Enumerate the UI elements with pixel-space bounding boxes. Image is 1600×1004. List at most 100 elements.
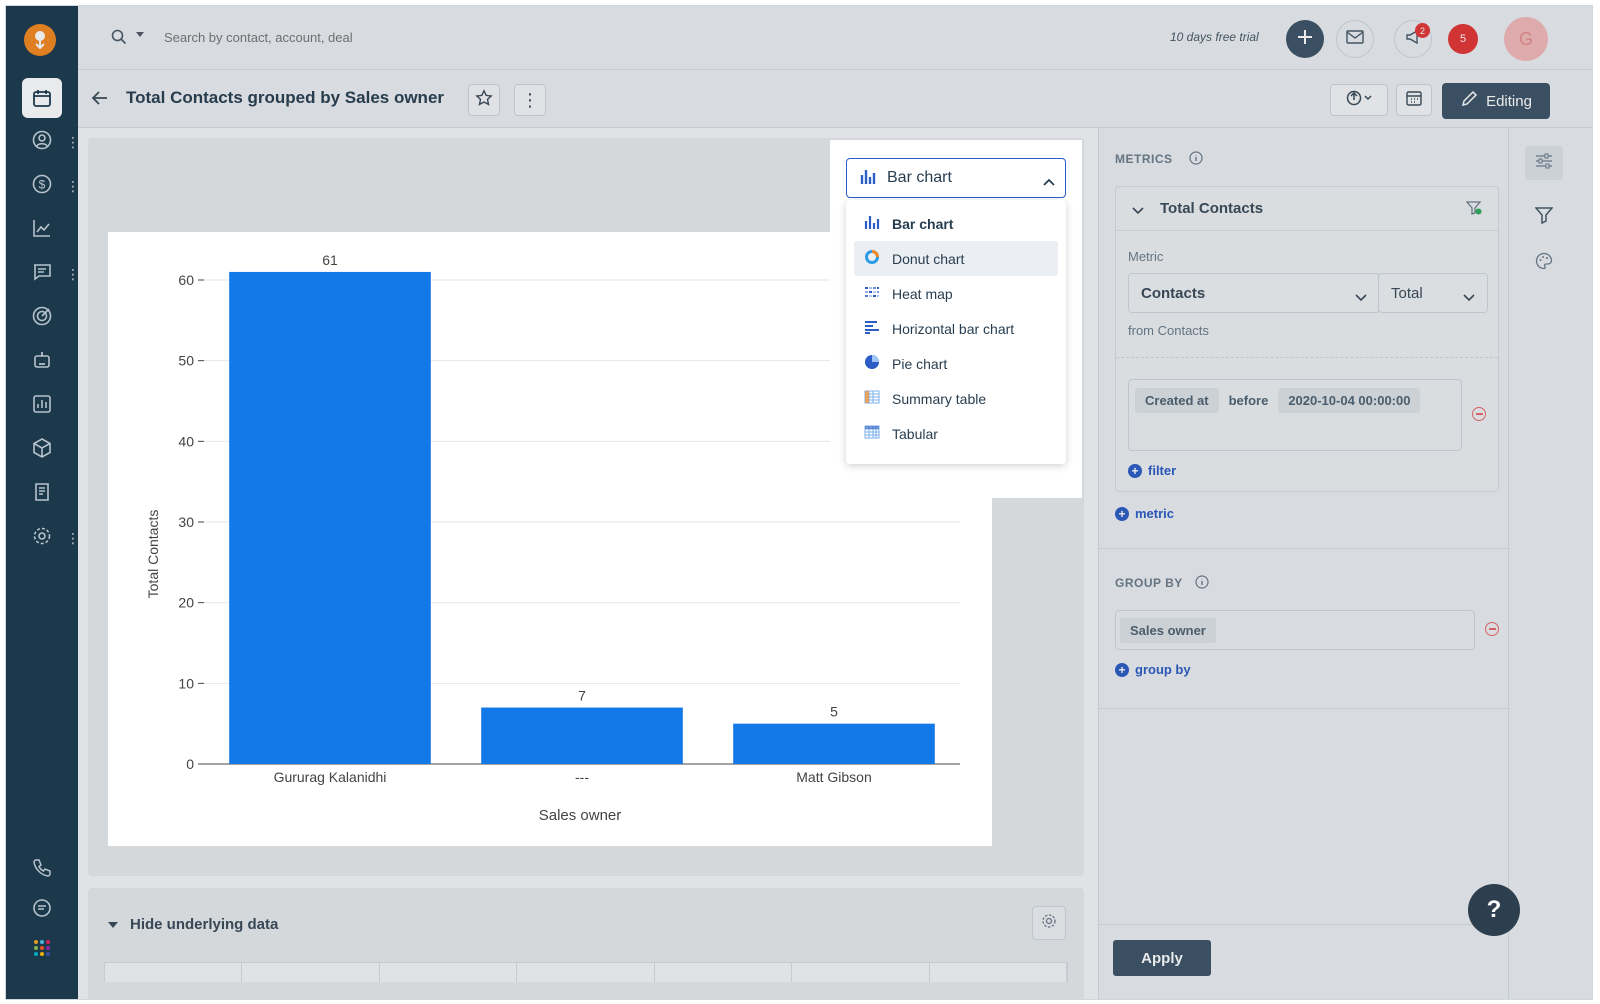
apps-grid-icon [32,938,52,963]
bar-data-label: 7 [578,688,586,704]
filter-applied-icon[interactable] [1465,200,1482,220]
export-icon [1345,89,1373,112]
chart-type-option-donut[interactable]: Donut chart [854,241,1058,276]
sidebar-item-deals[interactable]: $ ⋮ [6,166,80,206]
calendar-icon [22,78,62,118]
filter-condition[interactable]: Created at before 2020-10-04 00:00:00 [1128,379,1462,451]
remove-filter-icon[interactable] [1472,407,1486,421]
app-window: ⋮ $ ⋮ ⋮ ⋮ [5,5,1593,1000]
chevron-down-icon [1463,289,1475,306]
chart-type-menu: Bar chart Donut chart Heat map Horizonta… [846,200,1066,464]
bar [733,723,935,764]
option-label: Donut chart [892,250,965,267]
chart-type-option-pie[interactable]: Pie chart [854,346,1058,381]
trend-icon [31,217,53,244]
schedule-button[interactable] [1396,84,1432,116]
more-options-button[interactable]: ⋮ [514,84,546,116]
notifications-button[interactable]: 2 [1394,20,1432,58]
plus-icon: + [1115,506,1129,521]
style-tab[interactable] [1525,246,1563,280]
y-tick-label: 50 [178,353,194,369]
add-group-by-link[interactable]: + group by [1115,662,1191,677]
chart-type-option-heatmap[interactable]: Heat map [854,276,1058,311]
more-icon[interactable]: ⋮ [66,530,80,546]
metric-field-value: Contacts [1141,284,1206,302]
star-icon [475,88,493,112]
sidebar-item-products[interactable] [6,430,78,470]
chart-type-option-bar[interactable]: Bar chart [854,206,1058,241]
underlying-data-section: Hide underlying data [88,888,1084,999]
favorite-button[interactable] [468,84,500,116]
sidebar-item-analytics[interactable] [6,210,78,250]
filter-icon [1534,206,1554,229]
chevron-down-icon[interactable] [1132,203,1144,220]
page-title: Total Contacts grouped by Sales owner [126,88,445,107]
metric-field-select[interactable]: Contacts [1128,273,1380,313]
quick-add-button[interactable] [1286,20,1324,58]
svg-text:$: $ [39,177,46,191]
y-tick-label: 30 [178,514,194,530]
option-label: Heat map [892,285,953,302]
search-icon[interactable] [110,28,128,51]
group-by-value: Sales owner [1120,618,1216,643]
more-icon[interactable]: ⋮ [66,266,80,282]
search-scope-chevron-icon[interactable] [136,32,144,37]
help-button[interactable]: ? [1468,884,1520,936]
metric-card-title: Total Contacts [1160,200,1264,217]
option-label: Horizontal bar chart [892,320,1015,337]
y-tick-label: 40 [178,433,194,449]
contact-icon [31,129,53,156]
sidebar-item-documents[interactable] [6,474,78,514]
bar [229,271,431,764]
alert-count-badge: 5 [1448,24,1478,54]
chart-type-option-summary-table[interactable]: Summary table [854,381,1058,416]
group-by-field[interactable]: Sales owner [1115,610,1475,650]
sidebar-item-contacts[interactable]: ⋮ [6,122,80,162]
report-title-bar: Total Contacts grouped by Sales owner ⋮ … [78,70,1592,128]
sidebar-item-phone[interactable] [6,850,78,890]
chart-type-select[interactable]: Bar chart [846,158,1066,198]
back-arrow-icon[interactable] [90,88,110,113]
palette-icon [1535,252,1553,275]
group-by-section-title: GROUP BY [1115,576,1183,590]
export-button[interactable] [1330,84,1388,116]
plus-icon [1296,28,1314,51]
x-axis-label: Sales owner [539,807,622,824]
info-icon[interactable] [1195,575,1209,594]
add-filter-link[interactable]: + filter [1128,463,1176,478]
editing-label: Editing [1486,92,1532,110]
sidebar-item-dashboards[interactable] [6,78,78,118]
filter-tab[interactable] [1525,200,1563,234]
sidebar-item-messages[interactable] [6,890,78,930]
phone-icon [31,857,53,884]
email-button[interactable] [1336,20,1374,58]
chart-type-option-tabular[interactable]: Tabular [854,416,1058,451]
sidebar-item-settings[interactable]: ⋮ [6,518,80,558]
sidebar-item-bots[interactable] [6,342,78,382]
remove-group-by-icon[interactable] [1485,622,1499,636]
collapse-caret-icon[interactable] [108,922,118,928]
add-metric-link[interactable]: + metric [1115,506,1174,521]
search-input[interactable] [164,24,564,50]
table-settings-button[interactable] [1032,906,1066,940]
table-icon [864,424,880,443]
more-icon[interactable]: ⋮ [66,178,80,194]
avatar[interactable]: G [1504,17,1548,61]
sidebar-item-goals[interactable] [6,298,78,338]
alerts-button[interactable]: 5 [1444,20,1482,58]
bot-icon [31,349,53,376]
metric-aggregate-select[interactable]: Total [1378,273,1488,313]
editing-button[interactable]: Editing [1442,83,1550,119]
apply-button[interactable]: Apply [1113,940,1211,976]
metric-card-header[interactable]: Total Contacts [1116,187,1498,231]
sidebar-item-reports[interactable] [6,386,78,426]
brand-logo[interactable] [24,24,56,56]
bar-data-label: 5 [830,704,838,720]
more-icon[interactable]: ⋮ [66,134,80,150]
info-icon[interactable] [1189,151,1203,170]
sidebar-item-apps[interactable] [6,930,78,970]
hide-underlying-data-toggle[interactable]: Hide underlying data [130,916,279,933]
configure-tab[interactable] [1525,146,1563,180]
chart-type-option-horizontal-bar[interactable]: Horizontal bar chart [854,311,1058,346]
sidebar-item-conversations[interactable]: ⋮ [6,254,80,294]
